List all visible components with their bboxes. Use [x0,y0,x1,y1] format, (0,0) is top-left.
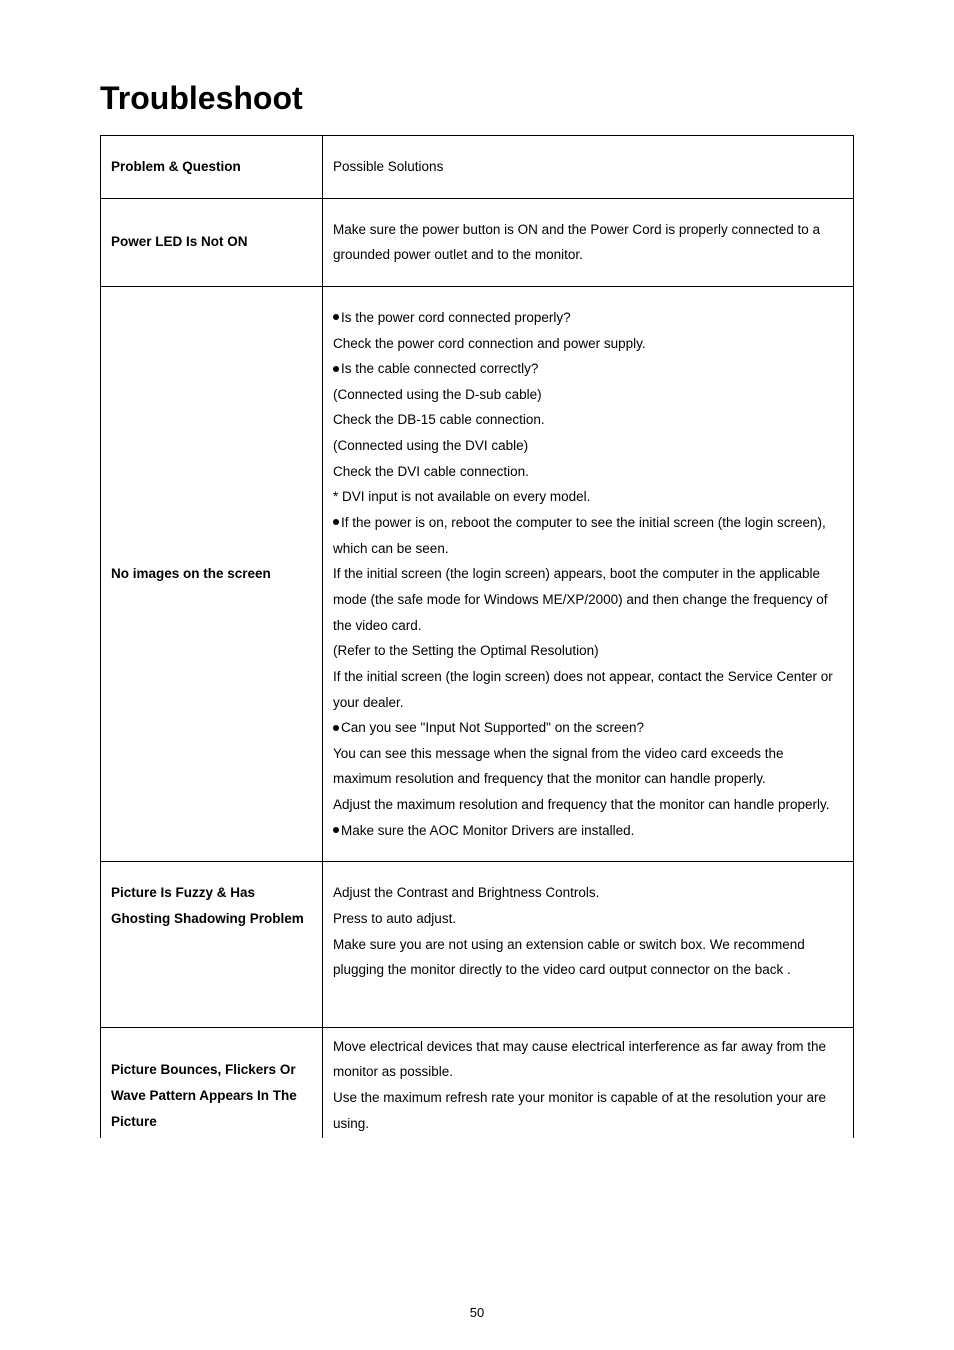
solution-line: (Connected using the D-sub cable) [333,382,843,408]
solution-line: Make sure the power button is ON and the… [333,217,843,268]
solution-line: Adjust the maximum resolution and freque… [333,792,843,818]
table-row-problem: Power LED Is Not ON [101,198,323,286]
table-header-solution: Possible Solutions [323,136,854,199]
document-page: Troubleshoot Problem & QuestionPossible … [0,0,954,1350]
solution-line: If the initial screen (the login screen)… [333,561,843,638]
solution-line: Press to auto adjust. [333,906,843,932]
table-row-solution: Adjust the Contrast and Brightness Contr… [323,862,854,1027]
solution-line: You can see this message when the signal… [333,741,843,792]
table-row-problem: Picture Bounces, Flickers Or Wave Patter… [101,1027,323,1138]
page-title: Troubleshoot [100,80,854,117]
solution-line: Check the DVI cable connection. [333,459,843,485]
solution-line: Move electrical devices that may cause e… [333,1034,843,1085]
solution-line: Check the power cord connection and powe… [333,331,843,357]
solution-line: * DVI input is not available on every mo… [333,484,843,510]
troubleshoot-table: Problem & QuestionPossible SolutionsPowe… [100,135,854,1138]
table-row-problem: Picture Is Fuzzy & Has Ghosting Shadowin… [101,862,323,1027]
solution-line: If the initial screen (the login screen)… [333,664,843,715]
solution-line: Use the maximum refresh rate your monito… [333,1085,843,1136]
solution-line: Make sure the AOC Monitor Drivers are in… [333,818,843,844]
solution-line: Is the power cord connected properly? [333,305,843,331]
table-row-solution: Is the power cord connected properly?Che… [323,286,854,861]
solution-line: Check the DB-15 cable connection. [333,407,843,433]
solution-line: Can you see "Input Not Supported" on the… [333,715,843,741]
solution-line: (Refer to the Setting the Optimal Resolu… [333,638,843,664]
solution-line: Adjust the Contrast and Brightness Contr… [333,880,843,906]
solution-line: Make sure you are not using an extension… [333,932,843,983]
table-row-solution: Move electrical devices that may cause e… [323,1027,854,1138]
solution-line: (Connected using the DVI cable) [333,433,843,459]
solution-line [333,983,843,1009]
table-row-solution: Make sure the power button is ON and the… [323,198,854,286]
table-row-problem: No images on the screen [101,286,323,861]
page-number: 50 [0,1305,954,1320]
table-header-problem: Problem & Question [101,136,323,199]
solution-line: Is the cable connected correctly? [333,356,843,382]
solution-line: If the power is on, reboot the computer … [333,510,843,561]
